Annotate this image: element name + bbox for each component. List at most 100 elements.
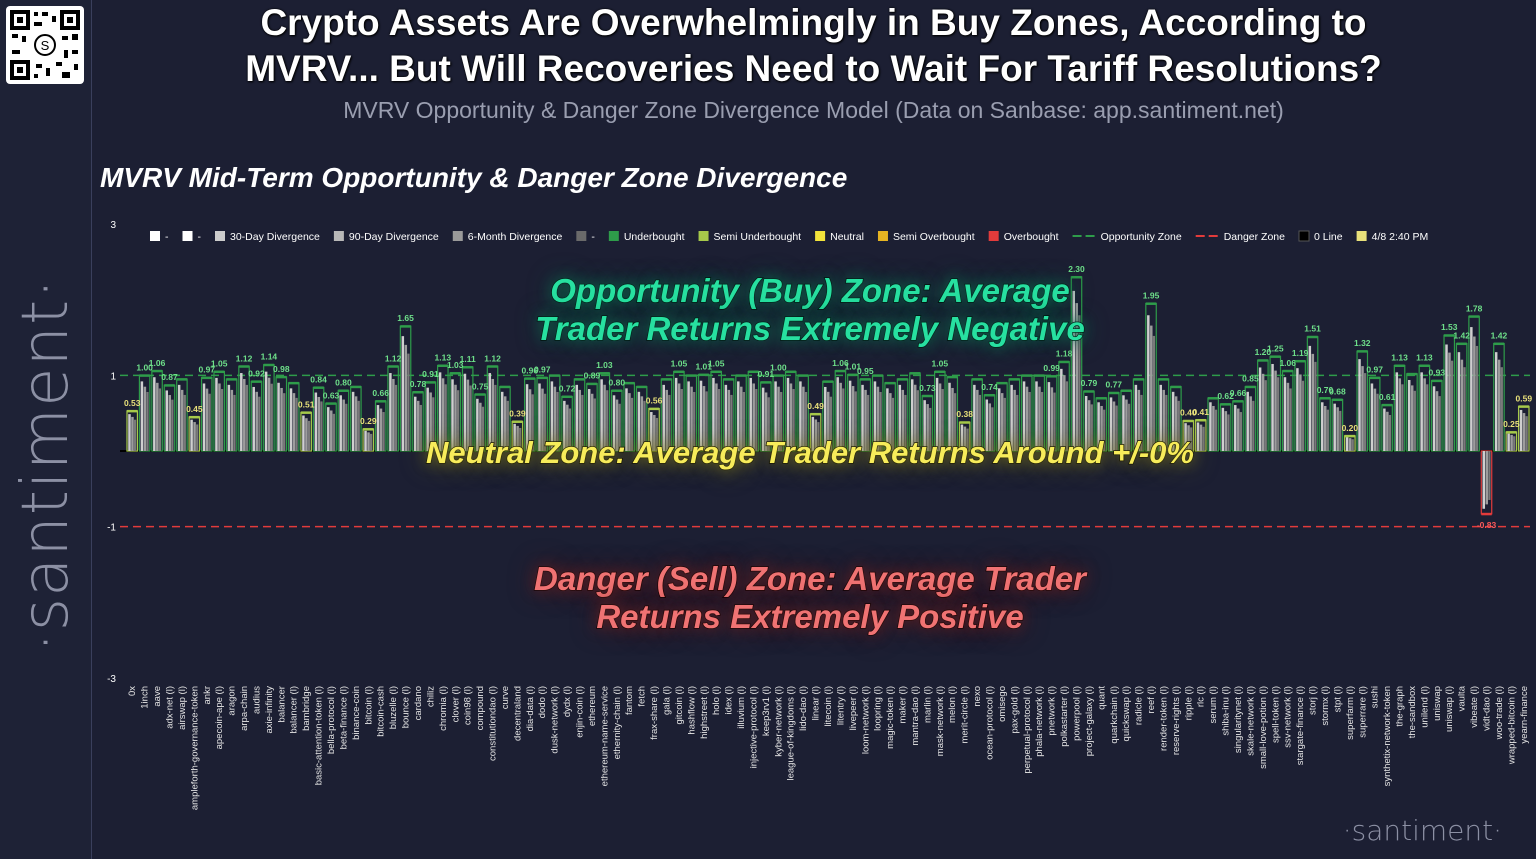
bar-cap	[971, 378, 983, 381]
santiment-watermark: ·santiment·	[1342, 814, 1502, 847]
qr-code-icon[interactable]: S	[6, 6, 84, 84]
bar-cap	[524, 377, 536, 380]
bar-6m	[1500, 367, 1503, 451]
bar-90d	[553, 386, 557, 451]
category-tick-label: dusk-network (l)	[550, 686, 561, 754]
bar-cap	[748, 370, 759, 374]
category-tick-label: league-of-kingdoms (l)	[786, 686, 797, 781]
bar-data-label: 1.65	[397, 313, 414, 323]
bar-data-label: 0.96	[522, 365, 539, 375]
bar-90d	[429, 392, 432, 451]
bar-6m	[556, 391, 559, 451]
bar-cap	[1046, 375, 1057, 378]
bar-30d	[500, 391, 504, 451]
bar-90d	[1473, 336, 1476, 451]
category-tick-label: bella-protocol (l)	[326, 686, 337, 754]
bar-6m	[519, 427, 522, 451]
bar-90d	[1510, 434, 1513, 451]
category-tick-label: audius	[251, 686, 262, 714]
category-tick-label: arpa-chain	[239, 686, 250, 731]
category-tick-label: bitcoin-cash	[376, 686, 387, 737]
y-tick-label: -1	[107, 523, 116, 534]
bar-90d	[1013, 389, 1016, 451]
bar-cap	[537, 376, 548, 380]
bar-90d	[677, 383, 681, 451]
bar-6m	[1450, 360, 1454, 451]
bar-6m	[1028, 391, 1031, 451]
bar-data-label: 0.92	[248, 368, 265, 378]
bar-30d	[1134, 384, 1138, 451]
bar-cap	[1009, 378, 1020, 381]
bar-data-label: 0.20	[1342, 423, 1359, 433]
bar-6m	[991, 407, 994, 451]
bar-30d	[1097, 402, 1100, 451]
category-tick-label: maker (l)	[898, 686, 909, 723]
bar-data-label: 1.51	[1304, 324, 1321, 334]
category-tick-label: unilend (l)	[1419, 686, 1430, 728]
bar-data-label: 0.91	[422, 369, 439, 379]
category-tick-label: injective-protocol (l)	[748, 686, 759, 768]
bar-6m	[543, 393, 547, 451]
legend-swatch	[1298, 230, 1310, 242]
bar-data-label: 1.13	[1416, 352, 1433, 362]
category-tick-label: clover (l)	[450, 686, 461, 722]
bar-cap	[251, 380, 262, 383]
bar-cap	[512, 420, 523, 423]
bar-cap	[462, 366, 473, 369]
sidebar: S ·santiment·	[0, 0, 92, 859]
bar-data-label: 1.42	[1491, 331, 1508, 341]
bar-cap	[735, 374, 747, 377]
category-tick-label: rlc (l)	[1196, 686, 1207, 707]
bar-cap	[822, 380, 834, 383]
bar-90d	[218, 383, 221, 451]
bar-cap	[300, 411, 312, 414]
bar-6m	[1463, 367, 1466, 451]
bar-90d	[1137, 389, 1141, 451]
bar-6m	[1426, 384, 1429, 451]
bar-cap	[1220, 403, 1231, 406]
category-tick-label: reef (l)	[1146, 686, 1157, 713]
bar-90d	[1348, 438, 1352, 451]
bar-30d	[202, 383, 206, 451]
category-tick-label: storj (l)	[1308, 686, 1319, 715]
bar-90d	[1224, 411, 1228, 451]
bar-6m	[804, 391, 808, 451]
bar-30d	[1321, 402, 1324, 451]
bar-30d	[1221, 407, 1225, 451]
bar-6m	[133, 419, 137, 451]
category-tick-label: quarkchain (l)	[1109, 686, 1120, 744]
category-tick-label: sushi	[1370, 686, 1381, 708]
legend-swatch	[698, 231, 709, 241]
bar-30d	[302, 415, 305, 451]
bar-30d	[128, 414, 131, 451]
bar-90d	[354, 396, 358, 451]
bar-6m	[693, 391, 696, 451]
bar-data-label: 1.18	[1056, 349, 1073, 359]
bar-30d	[948, 382, 951, 451]
bar-cap	[623, 381, 635, 385]
bar-cap	[934, 370, 946, 374]
bar-data-label: 0.97	[534, 365, 551, 375]
bar-6m	[307, 420, 311, 451]
category-tick-label: bitcoin (l)	[363, 686, 374, 725]
bar-data-label: 1.06	[149, 358, 166, 368]
bar-30d	[327, 407, 330, 451]
legend-label: 4/8 2:40 PM	[1372, 231, 1429, 243]
bar-30d	[1022, 381, 1026, 451]
bar-6m	[1003, 397, 1006, 451]
bar-90d	[516, 425, 519, 451]
bar-cap	[947, 375, 958, 379]
category-tick-label: constitutiondao (l)	[488, 686, 499, 761]
bar-6m	[1525, 416, 1528, 451]
category-tick-label: ethernity-chain (l)	[612, 686, 623, 759]
bar-90d	[454, 384, 457, 451]
bar-30d	[165, 390, 168, 451]
bar-90d	[665, 389, 668, 451]
legend-swatch	[150, 231, 160, 241]
bar-6m	[183, 394, 186, 451]
bar-90d	[1100, 405, 1103, 451]
bar-90d	[951, 387, 954, 451]
bar-90d	[578, 389, 581, 451]
bar-data-label: 1.32	[1354, 338, 1371, 348]
bar-data-label: 1.12	[484, 353, 501, 363]
